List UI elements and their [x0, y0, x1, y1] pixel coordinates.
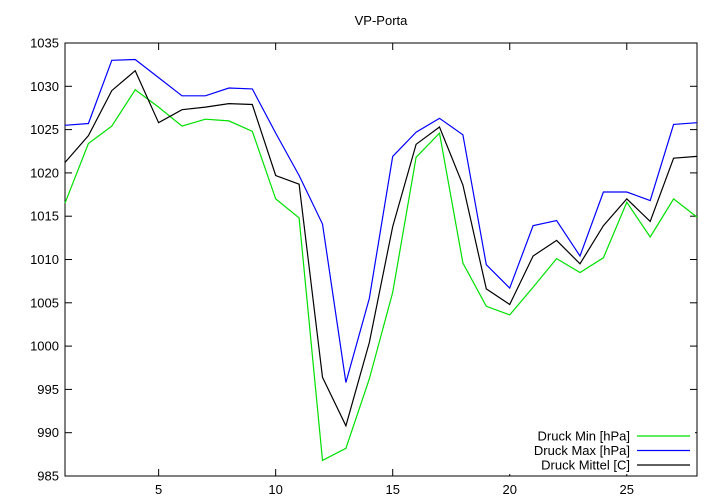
y-tick-label: 1005: [30, 295, 59, 310]
y-tick-label: 995: [37, 382, 59, 397]
series-lines: [64, 58, 698, 462]
y-tick-label: 1030: [30, 79, 59, 94]
y-tick-label: 1015: [30, 209, 59, 224]
x-tick-label: 15: [385, 482, 399, 497]
series-line-3: [64, 69, 698, 428]
legend: Druck Min [hPa]Druck Max [hPa]Druck Mitt…: [495, 426, 695, 474]
chart-title: VP-Porta: [355, 13, 409, 28]
y-tick-label: 1035: [30, 36, 59, 51]
x-tick-label: 20: [503, 482, 517, 497]
y-tick-label: 990: [37, 425, 59, 440]
axes: 9859909951000100510101015102010251030103…: [30, 36, 698, 497]
legend-label-1: Druck Min [hPa]: [538, 429, 630, 444]
y-tick-label: 985: [37, 469, 59, 484]
y-tick-label: 1010: [30, 252, 59, 267]
y-tick-label: 1025: [30, 122, 59, 137]
y-tick-label: 1000: [30, 339, 59, 354]
series-line-1: [64, 88, 698, 462]
legend-label-3: Druck Mittel [C]: [541, 458, 630, 473]
x-tick-label: 5: [155, 482, 162, 497]
legend-label-2: Druck Max [hPa]: [534, 443, 630, 458]
x-tick-label: 10: [268, 482, 282, 497]
series-line-2: [64, 58, 698, 383]
x-tick-label: 25: [620, 482, 634, 497]
y-tick-label: 1020: [30, 165, 59, 180]
